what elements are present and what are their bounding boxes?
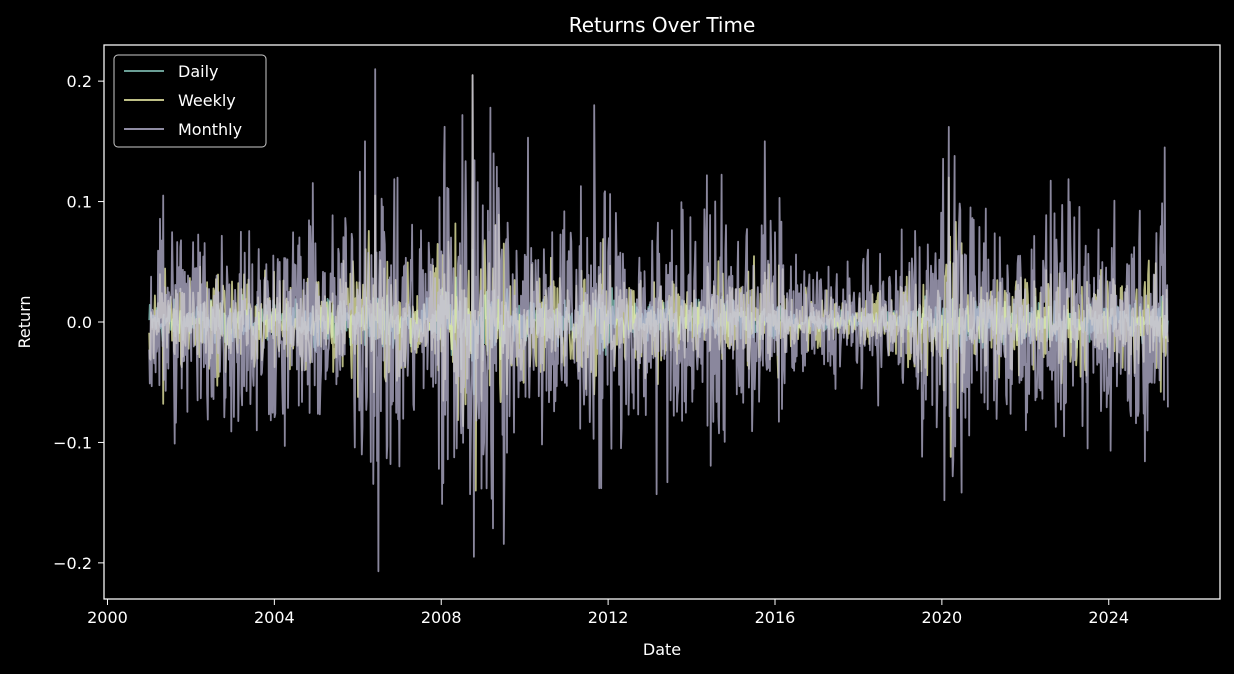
x-tick-label: 2004	[254, 608, 295, 627]
legend-box	[113, 54, 267, 148]
legend-label-daily: Daily	[178, 62, 218, 81]
chart-title: Returns Over Time	[569, 13, 756, 37]
y-tick-label: 0.1	[67, 193, 92, 212]
y-tick-label: 0.0	[67, 313, 92, 332]
x-tick-label: 2024	[1088, 608, 1129, 627]
legend-label-monthly: Monthly	[178, 120, 242, 139]
x-tick-label: 2016	[755, 608, 796, 627]
legend-label-weekly: Weekly	[178, 91, 236, 110]
y-tick-label: −0.1	[53, 433, 92, 452]
x-axis: 2000 2004 2008 2012 2016 2020 2024	[87, 599, 1129, 627]
legend: Daily Weekly Monthly	[113, 54, 267, 148]
x-tick-label: 2008	[421, 608, 462, 627]
series-layer	[148, 68, 1169, 573]
y-axis-title: Return	[15, 295, 34, 348]
x-axis-title: Date	[643, 640, 681, 659]
x-tick-label: 2000	[87, 608, 128, 627]
series-line-monthly	[148, 68, 1169, 573]
y-tick-label: −0.2	[53, 554, 92, 573]
y-axis: −0.2 −0.1 0.0 0.1 0.2	[53, 72, 104, 573]
x-tick-label: 2020	[922, 608, 963, 627]
y-tick-label: 0.2	[67, 72, 92, 91]
x-tick-label: 2012	[588, 608, 629, 627]
